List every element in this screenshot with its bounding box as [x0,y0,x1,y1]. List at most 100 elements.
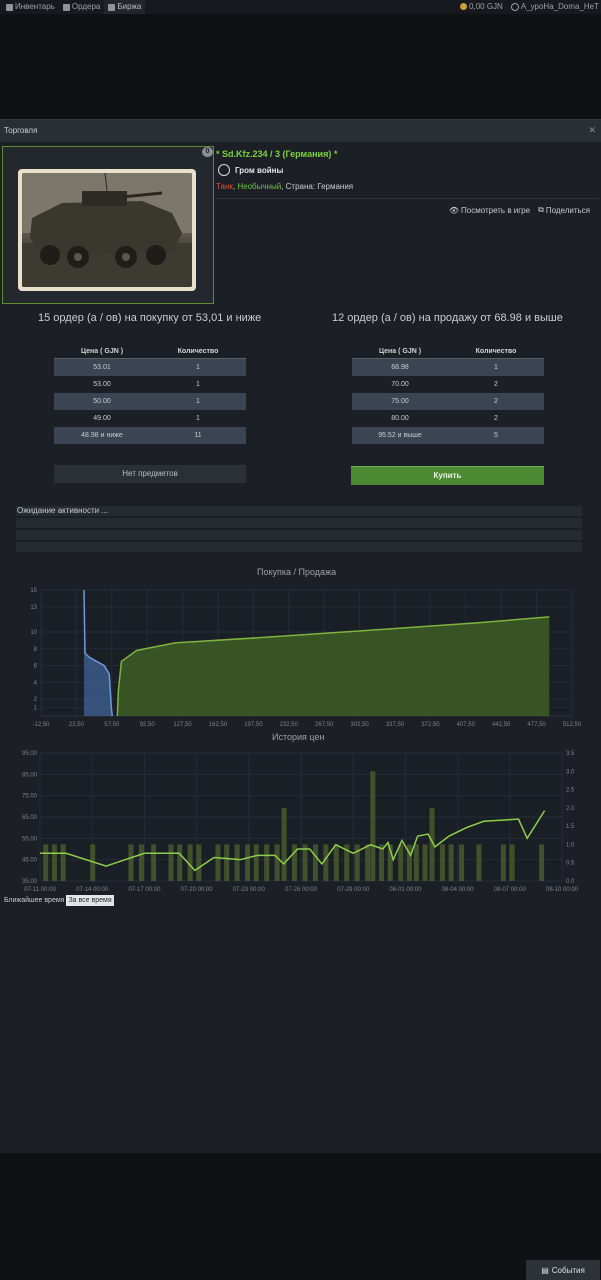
tab-label: Ордера [71,2,101,11]
x-tick-label: 372,50 [421,722,440,728]
events-icon: ▤ [541,1265,549,1275]
depth-chart: -12,50 22,50 57,50 92,50 127,50 162,50 197,50 2… [30,588,582,728]
x-tick-label: 07-26 00:00 [285,887,318,893]
x-tick-label: 08-10 00:00 [546,887,579,893]
exchange-icon [108,3,116,11]
events-button[interactable]: ▤ События [526,1260,600,1280]
item-type: Танк [216,182,233,191]
panel-title: Торговля [4,126,38,135]
table-header: Цена ( GJN ) Количество [352,344,544,359]
y-tick-label: 8 [34,647,38,653]
depth-chart-title: Покупка / Продажа [257,567,337,577]
volume-bar [292,844,298,881]
qty-cell: 2 [494,398,498,405]
table-row: 49.00 1 [54,410,246,427]
close-icon[interactable]: ✕ [588,125,596,135]
activity-row [16,542,582,552]
view-in-game-link[interactable]: 👁 Посмотреть в игре [449,205,530,215]
x-tick-label: 92,50 [140,722,156,728]
range-all-button[interactable]: За все время [66,895,114,906]
x-tick-label: -12,50 [32,722,50,728]
range-recent-button[interactable]: Ближайшее время [4,897,65,904]
y-tick-label: 6 [34,664,38,670]
volume-bar [387,844,393,881]
no-items-button[interactable]: Нет предметов [54,465,246,483]
share-label: Поделиться [545,205,590,215]
x-tick-label: 08-07 00:00 [494,887,527,893]
volume-bar [476,844,482,881]
tab-orders[interactable]: Ордера [59,0,105,14]
price-line [40,810,546,872]
y-tick-label: 2 [34,697,38,703]
y-left-tick-label: 65.00 [22,815,38,821]
share-link[interactable]: ⧉ Поделиться [538,205,590,215]
balance-value: 0,00 GJN [469,2,503,11]
qty-cell: 1 [196,398,200,405]
item-actions: 👁 Посмотреть в игре ⧉ Поделиться [449,205,590,215]
volume-bar [448,844,454,881]
volume-bar [253,844,259,881]
qty-cell: 1 [196,381,200,388]
sell-depth-line [116,616,550,717]
y-right-tick-label: 0.5 [566,861,575,867]
copy-icon: ⧉ [538,205,544,214]
volume-bar [168,844,174,881]
price-cell: 95.52 и выше [378,432,422,439]
top-bar: Инвентарь Ордера Биржа 0,00 GJN A_уроНа_… [0,0,601,14]
activity-row [16,518,582,528]
tab-inventory[interactable]: Инвентарь [2,0,59,14]
item-photo [18,169,196,291]
volume-bar [439,844,445,881]
y-right-tick-label: 3.0 [566,769,575,775]
table-row: 53.00 1 [54,376,246,393]
item-name: * Sd.Kfz.234 / 3 (Германия) * [216,149,338,159]
tab-exchange[interactable]: Биржа [104,0,146,14]
table-row: 80.00 2 [352,410,544,427]
table-row: 53.01 1 [54,359,246,376]
y-left-tick-label: 75.00 [22,794,38,800]
x-tick-label: 302,50 [350,722,369,728]
x-tick-label: 08-04 00:00 [442,887,475,893]
volume-bar [323,844,329,881]
volume-bar [365,844,371,881]
activity-row [16,530,582,540]
item-photo-image [22,173,192,287]
volume-bar [370,771,376,881]
tab-label: Инвентарь [15,2,55,11]
volume-bar [43,844,49,881]
volume-bar [177,844,183,881]
eye-icon: 👁 [448,205,459,215]
volume-bar [413,844,419,881]
x-tick-label: 07-23 00:00 [233,887,266,893]
volume-bar [274,844,280,881]
volume-bar [187,844,193,881]
qty-cell: 1 [196,364,200,371]
game-row: Гром войны [218,164,283,176]
y-right-tick-label: 0.0 [566,879,575,885]
item-rarity: Необычный [237,182,282,191]
column-header-price: Цена ( GJN ) [80,347,124,355]
user-menu[interactable]: A_уроНа_Doma_HeT [510,2,599,12]
table-row: 68.98 1 [352,359,544,376]
y-left-tick-label: 85.00 [22,772,38,778]
buy-button[interactable]: Купить [351,466,544,485]
balance[interactable]: 0,00 GJN [460,2,503,12]
x-tick-label: 57,50 [104,722,120,728]
qty-cell: 11 [194,432,202,439]
price-cell: 68.98 [391,364,409,371]
sell-depth-area [117,616,550,716]
tab-label: Биржа [117,2,142,11]
y-right-tick-label: 1.0 [566,842,575,848]
qty-cell: 1 [494,364,498,371]
qty-cell: 2 [494,381,498,388]
price-cell: 50.00 [93,398,111,405]
inventory-icon [6,3,13,11]
y-tick-label: 1 [34,706,38,712]
orders-icon [62,3,70,11]
volume-bar [60,844,66,881]
item-count-badge: 0 [202,147,213,157]
table-row: 50.00 1 [54,393,246,410]
y-right-tick-label: 3.5 [566,751,575,757]
x-tick-label: 232,50 [280,722,299,728]
volume-bar [151,844,157,881]
